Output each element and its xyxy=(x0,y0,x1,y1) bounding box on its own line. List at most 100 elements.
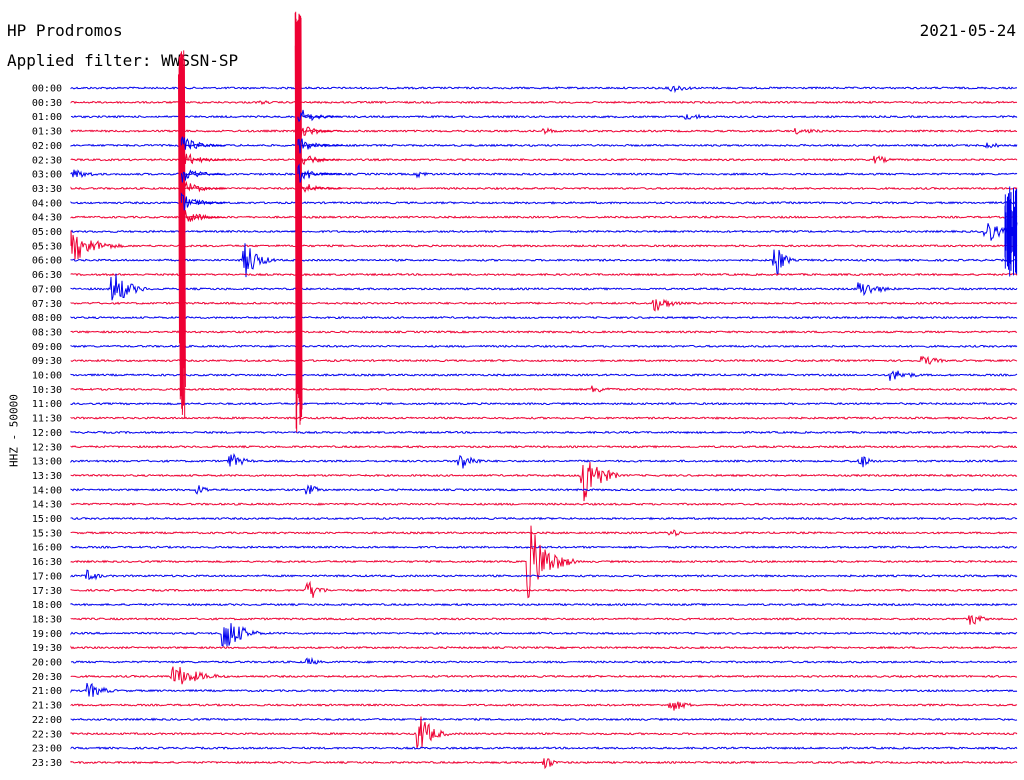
row-label-2300: 23:00 xyxy=(32,744,62,755)
row-label-1100: 11:00 xyxy=(32,399,62,410)
row-label-1230: 12:30 xyxy=(32,442,62,453)
row-label-0800: 08:00 xyxy=(32,313,62,324)
large-event-coda xyxy=(297,179,343,194)
trace-2230 xyxy=(70,716,1018,749)
trace-0130 xyxy=(70,127,1018,135)
row-label-0500: 05:00 xyxy=(32,227,62,238)
trace-1530 xyxy=(70,529,1018,537)
trace-0600 xyxy=(70,243,1018,278)
row-label-2000: 20:00 xyxy=(32,658,62,669)
row-label-0100: 01:00 xyxy=(32,112,62,123)
trace-2130 xyxy=(70,701,1018,711)
trace-1830 xyxy=(70,614,1018,625)
trace-0800 xyxy=(70,315,1018,320)
trace-1300 xyxy=(70,453,1018,469)
trace-1630 xyxy=(70,525,1018,599)
row-label-1130: 11:30 xyxy=(32,414,62,425)
row-label-0030: 00:30 xyxy=(32,98,62,109)
row-label-2100: 21:00 xyxy=(32,686,62,697)
row-label-0430: 04:30 xyxy=(32,213,62,224)
row-label-0830: 08:30 xyxy=(32,327,62,338)
trace-1800 xyxy=(70,602,1018,607)
large-event-coda xyxy=(180,180,226,199)
large-event-coda xyxy=(297,151,343,166)
row-label-1030: 10:30 xyxy=(32,385,62,396)
row-label-0130: 01:30 xyxy=(32,127,62,138)
row-label-0330: 03:30 xyxy=(32,184,62,195)
record-date: 2021-05-24 xyxy=(919,21,1016,40)
row-label-1530: 15:30 xyxy=(32,528,62,539)
trace-2000 xyxy=(70,656,1018,665)
trace-0230 xyxy=(70,155,1018,164)
large-event-1 xyxy=(294,11,303,433)
row-label-1430: 14:30 xyxy=(32,500,62,511)
trace-0200 xyxy=(70,142,1018,149)
large-event-coda xyxy=(180,152,226,167)
trace-2330 xyxy=(70,758,1018,770)
trace-1730 xyxy=(70,580,1018,598)
row-label-1830: 18:30 xyxy=(32,614,62,625)
row-label-1600: 16:00 xyxy=(32,543,62,554)
row-label-1200: 12:00 xyxy=(32,428,62,439)
row-label-0900: 09:00 xyxy=(32,342,62,353)
trace-0300 xyxy=(70,169,1018,179)
trace-1400 xyxy=(70,484,1018,495)
row-label-1930: 19:30 xyxy=(32,643,62,654)
trace-1000 xyxy=(70,370,1018,381)
row-label-1700: 17:00 xyxy=(32,571,62,582)
large-event-coda xyxy=(180,192,226,211)
row-label-0700: 07:00 xyxy=(32,284,62,295)
trace-0500 xyxy=(70,222,1018,241)
trace-1030 xyxy=(70,385,1018,393)
row-label-2200: 22:00 xyxy=(32,715,62,726)
row-label-1330: 13:30 xyxy=(32,471,62,482)
trace-0030 xyxy=(70,100,1018,106)
trace-0400 xyxy=(70,200,1018,205)
large-event-0 xyxy=(178,50,186,419)
row-label-0000: 00:00 xyxy=(32,84,62,95)
row-label-1300: 13:00 xyxy=(32,457,62,468)
row-label-0630: 06:30 xyxy=(32,270,62,281)
large-event-coda xyxy=(297,163,343,183)
trace-0730 xyxy=(70,298,1018,312)
trace-0700 xyxy=(70,273,1018,301)
row-label-0200: 02:00 xyxy=(32,141,62,152)
trace-0900 xyxy=(70,344,1018,349)
row-label-1900: 19:00 xyxy=(32,629,62,640)
trace-2100 xyxy=(70,682,1018,697)
row-label-1000: 10:00 xyxy=(32,371,62,382)
row-label-1730: 17:30 xyxy=(32,586,62,597)
trace-2200 xyxy=(70,717,1018,722)
large-event-coda xyxy=(297,109,343,123)
row-label-2130: 21:30 xyxy=(32,701,62,712)
trace-0100 xyxy=(70,113,1018,120)
trace-0830 xyxy=(70,330,1017,334)
row-label-2330: 23:30 xyxy=(32,758,62,769)
row-label-0600: 06:00 xyxy=(32,256,62,267)
large-event-coda xyxy=(297,138,343,154)
large-event-coda xyxy=(180,169,226,183)
row-label-1500: 15:00 xyxy=(32,514,62,525)
trace-1430 xyxy=(70,502,1018,506)
row-label-0730: 07:30 xyxy=(32,299,62,310)
trace-0630 xyxy=(70,272,1018,277)
row-label-0230: 02:30 xyxy=(32,155,62,166)
row-label-2230: 22:30 xyxy=(32,729,62,740)
trace-1600 xyxy=(70,545,1018,550)
row-label-1800: 18:00 xyxy=(32,600,62,611)
trace-0930 xyxy=(70,355,1018,365)
large-event-coda xyxy=(180,136,226,150)
station-name: HP Prodromos xyxy=(7,21,123,40)
row-label-0300: 03:00 xyxy=(32,170,62,181)
trace-0530 xyxy=(70,230,1018,260)
trace-1130 xyxy=(70,416,1018,420)
large-event-coda xyxy=(297,122,343,140)
trace-1230 xyxy=(70,444,1018,449)
row-label-0400: 04:00 xyxy=(32,198,62,209)
row-label-1400: 14:00 xyxy=(32,485,62,496)
row-label-0930: 09:30 xyxy=(32,356,62,367)
trace-1700 xyxy=(70,569,1018,581)
trace-1200 xyxy=(70,430,1018,435)
edge-event xyxy=(1004,186,1018,277)
